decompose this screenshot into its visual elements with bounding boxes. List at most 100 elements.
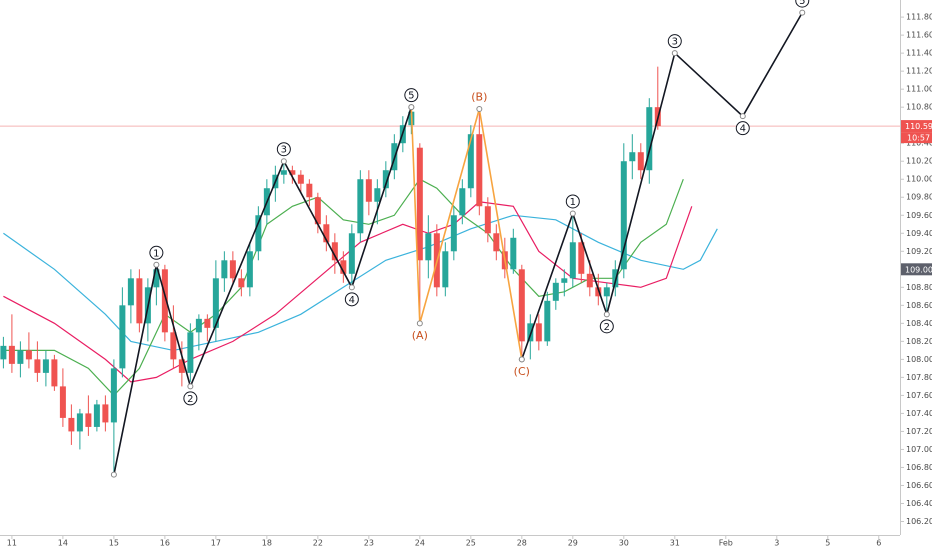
candle-body xyxy=(493,233,500,252)
x-tick-label: 31 xyxy=(670,539,680,548)
wave-point xyxy=(416,320,423,327)
candle-body xyxy=(306,183,313,198)
wave-label: 3 xyxy=(281,145,287,156)
wave-label: 5 xyxy=(408,91,414,102)
y-tick-label: 108.60 xyxy=(906,301,932,310)
x-tick-label: 28 xyxy=(517,539,527,548)
y-tick-label: 109.80 xyxy=(906,193,932,202)
y-tick-label: 107.40 xyxy=(906,409,932,418)
price-marker-box xyxy=(901,263,932,276)
candle-body xyxy=(221,260,228,279)
y-tick-label: 110.00 xyxy=(906,175,932,184)
candle-body xyxy=(68,417,75,432)
candle-body xyxy=(348,233,355,274)
x-tick-label: 24 xyxy=(415,539,425,548)
candle-body xyxy=(127,278,134,306)
wave-line xyxy=(113,106,413,475)
y-tick-label: 108.00 xyxy=(906,355,932,364)
candle-body xyxy=(578,242,585,274)
candle-body xyxy=(25,350,32,360)
wave-point xyxy=(603,311,610,318)
wave-point xyxy=(110,471,117,478)
wave-label-circle xyxy=(795,0,810,8)
countdown-box xyxy=(901,132,932,144)
candle-body xyxy=(510,237,517,270)
wave-point xyxy=(408,104,415,111)
wave-label: 2 xyxy=(604,322,610,333)
candle-body xyxy=(85,413,92,427)
x-tick-label: 6 xyxy=(876,539,881,548)
x-tick-label: 3 xyxy=(774,539,779,548)
candle-body xyxy=(170,332,177,360)
last-price-box xyxy=(901,120,932,133)
y-tick-label: 109.60 xyxy=(906,211,932,220)
y-tick-label: 106.80 xyxy=(906,463,932,472)
candle-body xyxy=(110,368,117,423)
wave-point xyxy=(187,383,194,390)
last-price-label: 110.59 xyxy=(905,122,932,131)
wave-point xyxy=(348,284,355,291)
candle-body xyxy=(569,242,576,279)
wave-line xyxy=(410,107,523,360)
wave-label: 3 xyxy=(672,37,678,48)
candle-body xyxy=(467,134,474,189)
wave-point xyxy=(153,261,160,268)
candle-body xyxy=(374,188,381,202)
candle-body xyxy=(450,215,457,252)
y-tick-label: 108.40 xyxy=(906,319,932,328)
candle-body xyxy=(476,134,483,207)
x-tick-label: 29 xyxy=(568,539,578,548)
y-tick-label: 110.20 xyxy=(906,157,932,166)
candle-body xyxy=(119,305,126,369)
wave-point xyxy=(799,9,806,16)
candle-body xyxy=(595,287,602,297)
wave-label-circle xyxy=(565,194,580,209)
wave-label-circle xyxy=(183,391,198,406)
moving-average xyxy=(3,201,693,383)
x-tick-label: 23 xyxy=(364,539,374,548)
candle-body xyxy=(42,359,49,373)
candle-body xyxy=(535,323,542,342)
price-marker-label: 109.00 xyxy=(905,265,932,274)
y-tick-label: 106.40 xyxy=(906,499,932,508)
candle-body xyxy=(323,224,330,243)
y-tick-label: 106.60 xyxy=(906,481,932,490)
x-tick-label: 30 xyxy=(619,539,629,548)
y-tick-label: 108.80 xyxy=(906,283,932,292)
y-tick-label: 109.40 xyxy=(906,229,932,238)
wave-label: (A) xyxy=(412,329,428,342)
y-tick-label: 111.40 xyxy=(906,49,932,58)
candle-body xyxy=(280,170,287,175)
x-tick-label: 11 xyxy=(7,539,17,548)
x-tick-label: Feb xyxy=(719,539,733,548)
y-tick-label: 111.00 xyxy=(906,85,932,94)
wave-point xyxy=(671,50,678,57)
wave-label: 2 xyxy=(187,394,193,405)
wave-label-circle xyxy=(599,319,614,334)
candle-body xyxy=(527,323,534,342)
wave-label: 1 xyxy=(153,248,159,259)
candle-body xyxy=(357,179,364,234)
y-tick-label: 110.80 xyxy=(906,103,932,112)
y-tick-label: 111.20 xyxy=(906,67,932,76)
candle-body xyxy=(93,404,100,427)
candle-body xyxy=(161,269,168,333)
wave-label: (B) xyxy=(471,90,487,103)
candle-body xyxy=(136,278,143,324)
wave-label-circle xyxy=(344,292,359,307)
wave-label: 4 xyxy=(740,124,746,135)
candle-body xyxy=(586,273,593,288)
candle-body xyxy=(620,161,627,270)
x-tick-label: 5 xyxy=(825,539,830,548)
candle-body xyxy=(646,107,653,171)
candle-body xyxy=(416,147,423,261)
candle-body xyxy=(297,174,304,184)
candle-body xyxy=(212,278,219,328)
wave-label: 5 xyxy=(799,0,805,7)
x-tick-label: 17 xyxy=(211,539,221,548)
candle-body xyxy=(612,269,619,288)
candle-body xyxy=(8,345,15,364)
wave-point xyxy=(739,113,746,120)
wave-label-circle xyxy=(149,245,164,260)
